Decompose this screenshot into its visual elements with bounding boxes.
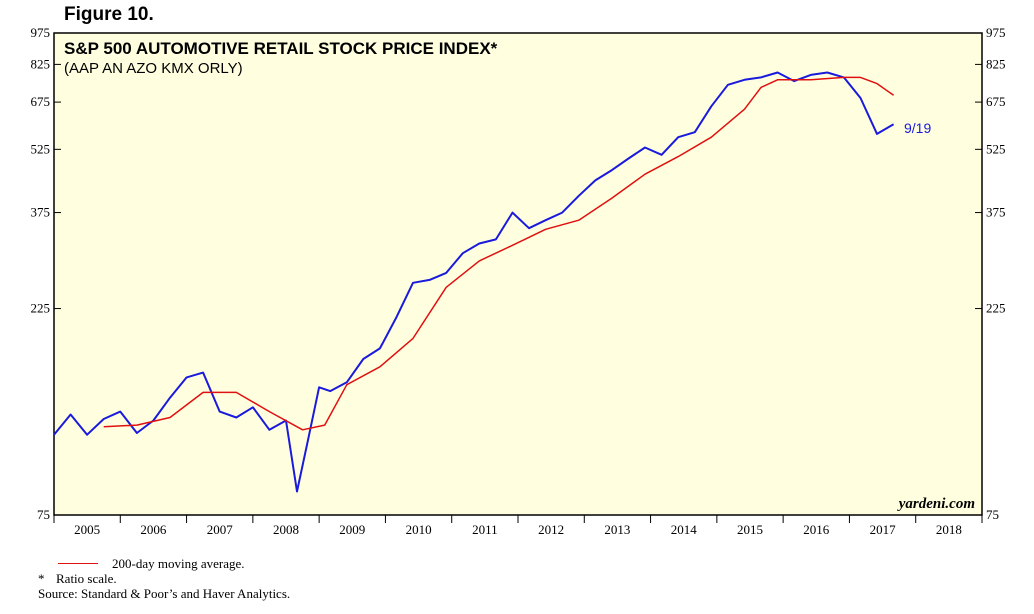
y-axis-left: 75 225 375 525 675 825 975 — [31, 25, 61, 522]
y-tick-label-right: 225 — [986, 301, 1006, 316]
y-tick-label-left: 75 — [37, 507, 50, 522]
y-tick-label-right: 975 — [986, 25, 1006, 40]
y-tick-label-right: 75 — [986, 507, 999, 522]
x-tick-label: 2009 — [339, 522, 365, 537]
y-tick-label-left: 825 — [31, 56, 51, 71]
price-series-line — [53, 71, 895, 493]
x-tick-label: 2007 — [207, 522, 234, 537]
figure-label: Figure 10. — [64, 4, 154, 25]
chart-title: S&P 500 AUTOMOTIVE RETAIL STOCK PRICE IN… — [64, 39, 498, 58]
note-mark: * — [38, 571, 45, 586]
x-tick-label: 2018 — [936, 522, 962, 537]
x-tick-label: 2005 — [74, 522, 100, 537]
x-tick-label: 2006 — [140, 522, 167, 537]
y-tick-label-right: 375 — [986, 205, 1006, 220]
y-tick-label-right: 675 — [986, 94, 1006, 109]
last-date-label: 9/19 — [904, 120, 931, 136]
stock-price-chart: 75 225 375 525 675 825 975 75 225 375 525 675 825 97… — [31, 25, 1006, 537]
x-tick-label: 2014 — [671, 522, 698, 537]
credit-label: yardeni.com — [897, 496, 975, 512]
footer: 200-day moving average. * Ratio scale. S… — [38, 556, 290, 601]
y-tick-label-left: 525 — [31, 141, 51, 156]
x-tick-label: 2010 — [406, 522, 432, 537]
x-tick-label: 2013 — [604, 522, 630, 537]
y-tick-label-left: 975 — [31, 25, 51, 40]
moving-average-swatch — [58, 563, 98, 564]
x-tick-label: 2012 — [538, 522, 564, 537]
y-tick-label-left: 225 — [31, 301, 51, 316]
x-axis: 2005 2006 2007 2008 2009 2010 2011 2012 2013 2014… — [53, 515, 983, 537]
y-tick-label-left: 375 — [31, 205, 51, 220]
y-axis-right: 75 225 375 525 675 825 975 — [975, 25, 1006, 522]
series-layer — [53, 71, 895, 493]
x-tick-label: 2011 — [472, 522, 498, 537]
legend: 200-day moving average. — [38, 556, 290, 571]
note: * Ratio scale. — [38, 571, 290, 586]
x-tick-label: 2008 — [273, 522, 299, 537]
y-tick-label-right: 825 — [986, 56, 1006, 71]
plot-area — [53, 32, 983, 516]
y-tick-label-right: 525 — [986, 141, 1006, 156]
moving-average-line — [103, 76, 895, 431]
x-tick-label: 2017 — [870, 522, 897, 537]
source-note: Source: Standard & Poor’s and Haver Anal… — [38, 586, 291, 601]
legend-label: 200-day moving average. — [112, 556, 245, 571]
x-tick-label: 2015 — [737, 522, 763, 537]
y-tick-label-left: 675 — [31, 94, 51, 109]
chart-subtitle: (AAP AN AZO KMX ORLY) — [64, 60, 243, 77]
note-text: Ratio scale. — [56, 571, 117, 586]
x-tick-label: 2016 — [803, 522, 830, 537]
